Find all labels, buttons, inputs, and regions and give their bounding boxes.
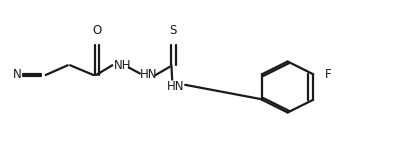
Text: HN: HN xyxy=(140,69,158,81)
Text: S: S xyxy=(170,24,177,36)
Text: F: F xyxy=(325,68,331,81)
Text: O: O xyxy=(92,24,101,36)
Text: HN: HN xyxy=(167,80,185,93)
Text: N: N xyxy=(13,69,22,81)
Text: NH: NH xyxy=(113,59,131,72)
